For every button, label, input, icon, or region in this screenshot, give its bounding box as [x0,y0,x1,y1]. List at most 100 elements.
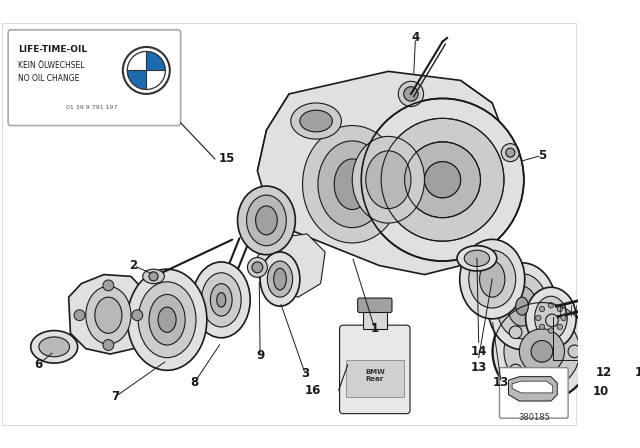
Circle shape [149,272,158,281]
Text: 8: 8 [190,376,198,389]
Circle shape [103,280,114,291]
Circle shape [74,310,85,321]
Ellipse shape [291,103,341,139]
Circle shape [548,302,554,308]
Text: 01 39 9 791 197: 01 39 9 791 197 [67,105,118,110]
Ellipse shape [303,125,402,243]
Circle shape [248,258,268,277]
Circle shape [546,314,558,327]
Polygon shape [257,71,506,275]
FancyBboxPatch shape [499,368,568,418]
Ellipse shape [479,261,505,297]
Circle shape [540,306,545,312]
Wedge shape [147,52,165,70]
Ellipse shape [246,195,286,246]
Circle shape [546,376,558,388]
Ellipse shape [334,159,371,210]
Ellipse shape [217,293,226,307]
Circle shape [548,328,554,333]
Text: NO OIL CHANGE: NO OIL CHANGE [18,74,79,83]
Bar [363,309,387,329]
Ellipse shape [127,269,207,370]
Ellipse shape [460,239,525,319]
Text: 10: 10 [593,385,609,398]
Text: 380185: 380185 [518,413,550,422]
Ellipse shape [352,136,424,223]
Ellipse shape [268,261,292,297]
Circle shape [568,345,580,358]
Circle shape [103,340,114,350]
Circle shape [361,99,524,261]
Circle shape [252,262,263,273]
Ellipse shape [300,110,332,132]
Ellipse shape [211,284,232,316]
Ellipse shape [318,141,387,228]
Text: 13: 13 [493,376,509,389]
Ellipse shape [534,296,567,340]
Wedge shape [127,52,147,70]
Bar [346,360,404,396]
FancyBboxPatch shape [358,298,392,313]
Wedge shape [127,70,147,90]
Circle shape [504,314,580,389]
Ellipse shape [39,337,70,357]
Ellipse shape [202,273,241,327]
Ellipse shape [468,250,516,308]
Ellipse shape [497,274,547,339]
Text: 1: 1 [371,322,379,335]
Circle shape [492,302,591,401]
Ellipse shape [193,262,250,338]
Polygon shape [512,381,553,393]
Ellipse shape [149,294,185,345]
Text: 6: 6 [34,358,42,371]
Text: 14: 14 [470,345,487,358]
Circle shape [501,144,519,162]
FancyBboxPatch shape [340,325,410,414]
Ellipse shape [260,252,300,306]
Circle shape [519,329,564,374]
Text: 15: 15 [219,152,235,165]
Circle shape [531,340,553,362]
Circle shape [557,324,563,330]
Text: 11: 11 [635,366,640,379]
Circle shape [398,81,424,107]
Ellipse shape [464,250,490,267]
Ellipse shape [366,151,411,209]
Circle shape [123,47,170,94]
Text: 13: 13 [470,361,487,374]
Text: KEIN ÖLWECHSEL: KEIN ÖLWECHSEL [18,61,84,70]
Circle shape [509,364,522,377]
Ellipse shape [525,287,576,349]
Text: 3: 3 [301,367,309,380]
Ellipse shape [488,263,556,349]
Circle shape [424,162,461,198]
Circle shape [424,162,461,198]
Text: 9: 9 [256,349,264,362]
Circle shape [404,142,481,218]
Circle shape [127,52,165,90]
Circle shape [540,324,545,330]
Ellipse shape [95,297,122,333]
Circle shape [561,315,566,321]
Circle shape [381,118,504,241]
Ellipse shape [158,307,176,332]
Ellipse shape [138,282,196,358]
Ellipse shape [255,206,277,235]
Circle shape [506,148,515,157]
Ellipse shape [516,297,529,315]
Circle shape [509,326,522,339]
Circle shape [132,310,143,321]
Text: 7: 7 [111,390,120,403]
Ellipse shape [237,186,295,255]
Polygon shape [251,234,325,297]
Ellipse shape [86,286,131,344]
Ellipse shape [508,286,536,326]
Circle shape [557,306,563,312]
Text: 2: 2 [130,259,138,272]
Polygon shape [68,275,147,354]
Text: LIFE-TIME-OIL: LIFE-TIME-OIL [18,45,87,54]
Circle shape [404,87,418,101]
Text: 5: 5 [538,149,546,162]
Circle shape [536,315,541,321]
Text: 12: 12 [595,366,611,379]
